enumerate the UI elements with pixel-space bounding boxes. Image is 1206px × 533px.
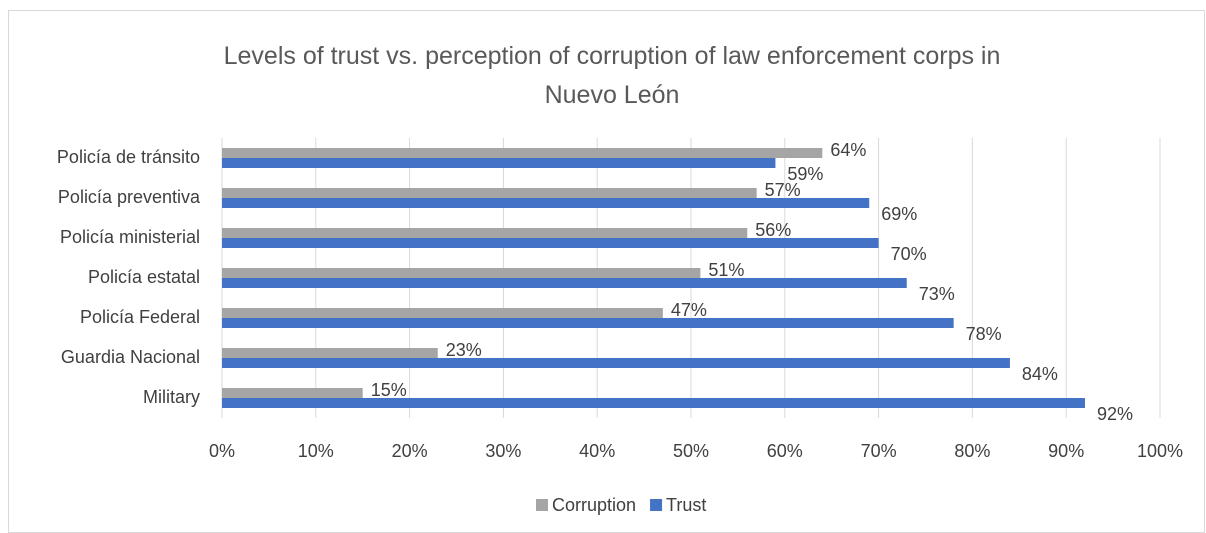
data-label: 15% <box>371 380 407 400</box>
x-tick-label: 60% <box>767 441 803 461</box>
bar <box>222 228 748 238</box>
y-tick-label: Policía preventiva <box>58 187 201 207</box>
y-tick-label: Policía de tránsito <box>57 147 200 167</box>
bar <box>222 238 879 248</box>
data-label: 92% <box>1097 404 1133 424</box>
data-label: 64% <box>830 140 866 160</box>
bar <box>222 198 870 208</box>
legend-swatch <box>650 499 663 511</box>
data-label: 57% <box>765 180 801 200</box>
x-tick-label: 10% <box>298 441 334 461</box>
data-label: 56% <box>755 220 791 240</box>
data-label: 51% <box>708 260 744 280</box>
bar <box>222 308 663 318</box>
legend-label: Trust <box>666 495 706 515</box>
data-label: 78% <box>966 324 1002 344</box>
x-tick-label: 100% <box>1137 441 1183 461</box>
chart-title: Levels of trust vs. perception of corrup… <box>224 42 1001 109</box>
bar <box>222 278 907 288</box>
data-label: 84% <box>1022 364 1058 384</box>
data-label: 59% <box>787 164 823 184</box>
bar <box>222 398 1085 408</box>
bar <box>222 348 438 358</box>
data-label: 70% <box>891 244 927 264</box>
x-tick-label: 90% <box>1048 441 1084 461</box>
bar <box>222 388 363 398</box>
data-label: 69% <box>881 204 917 224</box>
bar <box>222 318 954 328</box>
x-tick-label: 30% <box>485 441 521 461</box>
bar <box>222 358 1010 368</box>
x-tick-label: 50% <box>673 441 709 461</box>
legend-label: Corruption <box>552 495 636 515</box>
data-label: 47% <box>671 300 707 320</box>
bar <box>222 188 757 198</box>
y-tick-label: Military <box>143 387 200 407</box>
y-tick-label: Policía Federal <box>80 307 200 327</box>
bar <box>222 148 823 158</box>
bar <box>222 268 701 278</box>
data-label: 23% <box>446 340 482 360</box>
legend-swatch <box>536 499 548 511</box>
y-tick-label: Policía ministerial <box>60 227 200 247</box>
bar <box>222 158 776 168</box>
x-tick-label: 40% <box>579 441 615 461</box>
x-tick-label: 70% <box>861 441 897 461</box>
x-tick-label: 0% <box>209 441 235 461</box>
y-tick-label: Guardia Nacional <box>61 347 200 367</box>
x-tick-label: 20% <box>392 441 428 461</box>
y-tick-label: Policía estatal <box>88 267 200 287</box>
x-tick-label: 80% <box>954 441 990 461</box>
data-label: 73% <box>919 284 955 304</box>
